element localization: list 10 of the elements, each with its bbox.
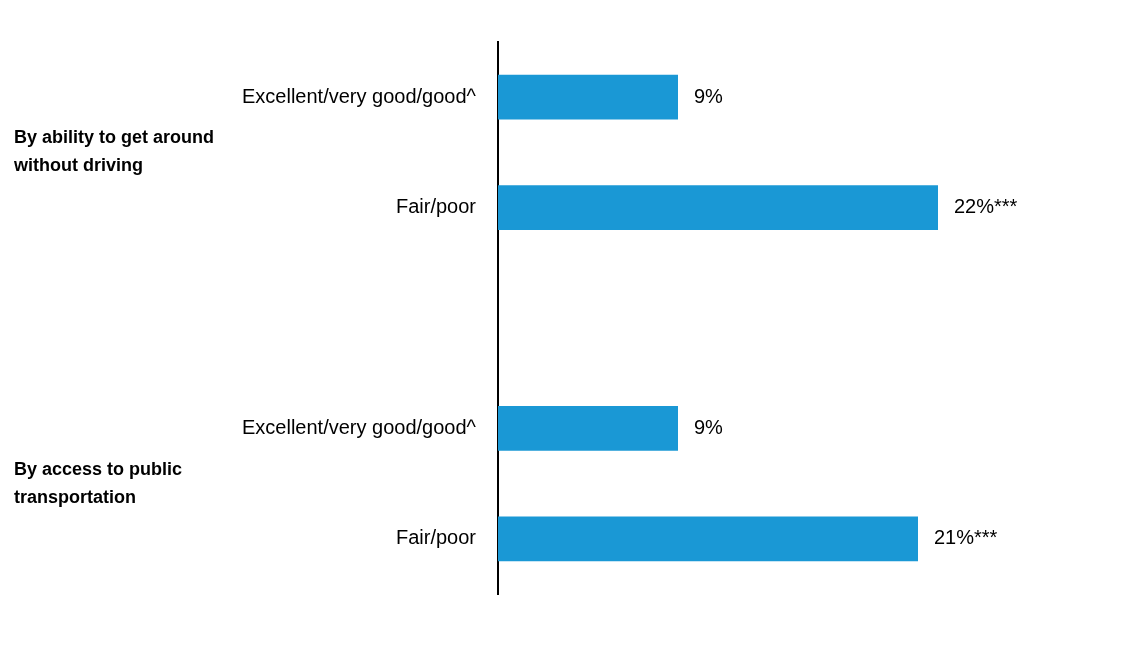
- text: By access to public transportation: [14, 458, 183, 507]
- text: By ability to get around without driving: [13, 127, 215, 176]
- y-tick-label: Fair/poor: [395, 526, 477, 549]
- data-label: 9%: [694, 415, 724, 438]
- data-label: 22%***: [954, 195, 1018, 218]
- y-tick-label: Fair/poor: [395, 195, 477, 218]
- y-tick-label: Excellent/very good/good^: [242, 84, 477, 107]
- y-tick-label: Excellent/very good/good^: [242, 415, 477, 438]
- data-label: 21%***: [934, 526, 998, 549]
- data-label: 9%: [694, 84, 724, 107]
